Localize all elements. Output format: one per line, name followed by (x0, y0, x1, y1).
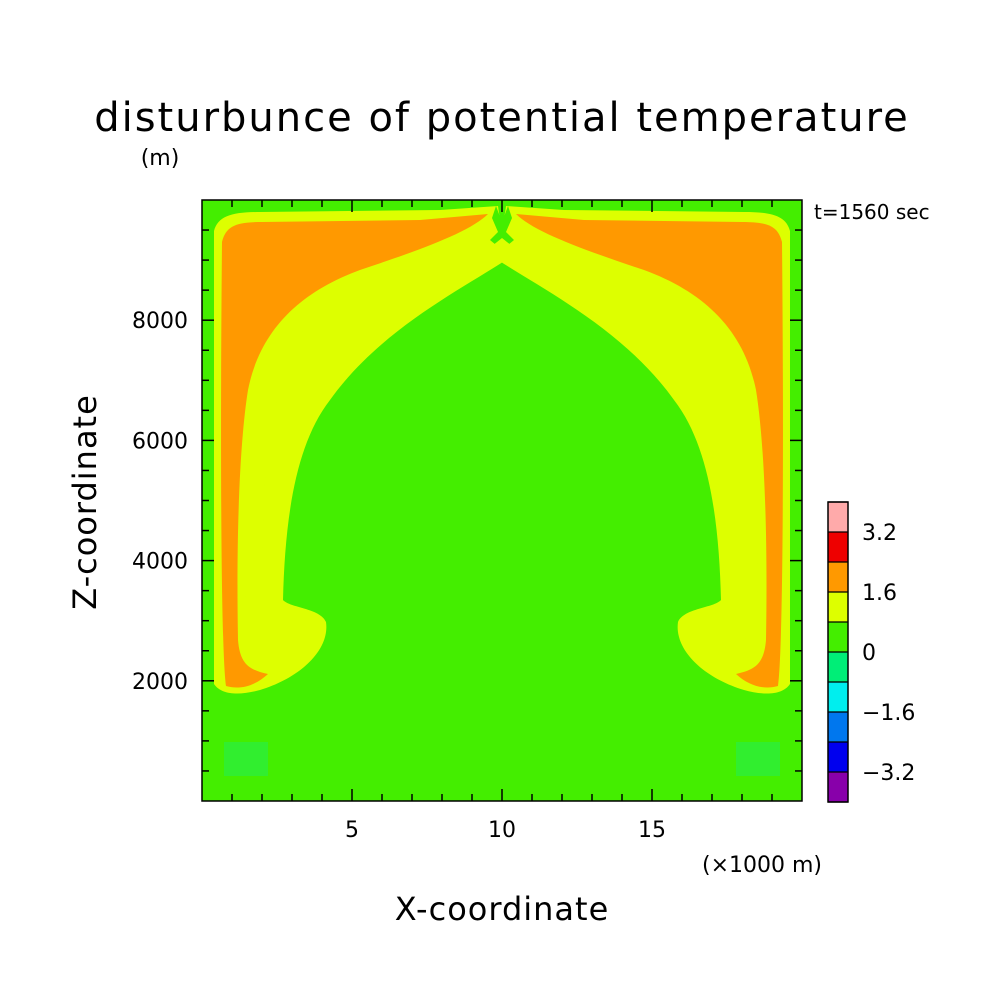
cool-patch-right (736, 742, 780, 776)
colorbar-swatch (828, 532, 848, 562)
colorbar-swatch (828, 772, 848, 802)
colorbar-swatch (828, 622, 848, 652)
time-label: t=1560 sec (814, 200, 930, 224)
y-tick-label: 4000 (132, 550, 188, 575)
x-tick-label: 5 (345, 818, 359, 843)
colorbar-swatch (828, 502, 848, 532)
y-tick-label: 2000 (132, 670, 188, 695)
colorbar-swatch (828, 592, 848, 622)
x-axis-ticks: 5 10 15 (231, 200, 773, 843)
colorbar-label: −1.6 (862, 701, 915, 726)
hot-band-left (221, 214, 489, 688)
x-unit-label: (×1000 m) (702, 853, 822, 878)
x-tick-label: 15 (638, 818, 666, 843)
colorbar-label: 0 (862, 641, 876, 666)
hot-band-right (516, 214, 783, 688)
colorbar-label: 3.2 (862, 521, 897, 546)
chart-title: disturbunce of potential temperature (94, 95, 910, 141)
contour-field (202, 200, 802, 801)
colorbar-swatch (828, 712, 848, 742)
y-axis-label: Z-coordinate (66, 394, 104, 610)
y-unit-label: (m) (141, 146, 180, 171)
inner-lobe-left (246, 284, 340, 640)
colorbar-frame (827, 501, 849, 803)
colorbar-swatch (828, 562, 848, 592)
plume-tip (490, 206, 514, 250)
cool-patch-left (224, 742, 268, 776)
plume-tip-fringe (492, 238, 512, 256)
colorbar-label: 1.6 (862, 581, 897, 606)
x-tick-label: 10 (488, 818, 516, 843)
y-axis-ticks: 2000 4000 6000 8000 (132, 229, 802, 772)
colorbar: −3.2 −1.6 0 1.6 3.2 (827, 501, 915, 803)
y-tick-label: 6000 (132, 429, 188, 454)
y-tick-label: 8000 (132, 309, 188, 334)
colorbar-swatch (828, 742, 848, 772)
x-axis-label: X-coordinate (395, 890, 610, 928)
colorbar-swatch (828, 652, 848, 682)
inner-lobe-right (664, 284, 758, 640)
colorbar-swatch (828, 682, 848, 712)
colorbar-label: −3.2 (862, 761, 915, 786)
